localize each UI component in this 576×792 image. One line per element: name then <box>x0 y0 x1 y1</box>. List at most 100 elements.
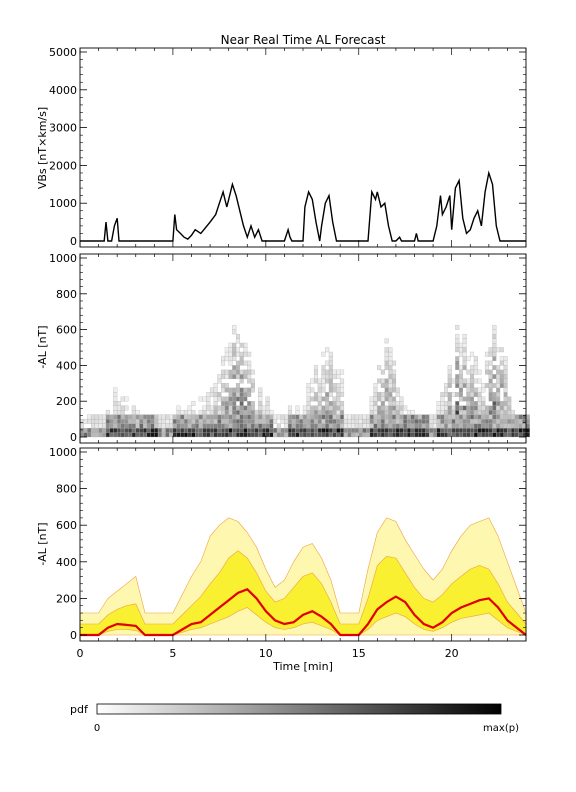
pdf-cell <box>235 418 240 424</box>
pdf-cell <box>525 418 530 424</box>
pdf-cell <box>432 414 437 420</box>
pdf-cell <box>447 418 452 424</box>
pdf-cell <box>191 401 196 406</box>
pdf-cell <box>492 351 497 357</box>
pdf-cell <box>247 378 252 384</box>
pdf-cell <box>447 432 452 438</box>
x-tick-label: 15 <box>352 647 366 660</box>
pdf-cell <box>180 427 185 433</box>
pdf-cell <box>340 392 345 397</box>
pdf-cell <box>514 432 519 438</box>
pdf-cell <box>254 423 259 429</box>
pdf-cell <box>139 432 144 438</box>
pdf-cell <box>232 387 237 393</box>
pdf-cell <box>458 405 463 411</box>
pdf-cell <box>466 432 471 438</box>
pdf-cell <box>369 396 374 402</box>
pdf-cell <box>373 392 378 397</box>
pdf-cell <box>410 414 415 420</box>
pdf-cell <box>213 409 218 415</box>
pdf-cell <box>235 374 240 380</box>
pdf-cell <box>124 418 129 424</box>
pdf-cell <box>444 414 449 420</box>
pdf-cell <box>228 401 233 406</box>
pdf-cell <box>317 405 322 411</box>
pdf-cell <box>503 414 508 420</box>
pdf-cell <box>124 432 129 438</box>
pdf-cell <box>206 409 211 415</box>
pdf-cell <box>458 378 463 384</box>
pdf-cell <box>492 333 497 339</box>
pdf-cell <box>347 427 352 433</box>
pdf-cell <box>198 409 203 415</box>
pdf-cell <box>228 392 233 397</box>
pdf-cell <box>261 423 266 429</box>
pdf-cell <box>131 409 136 415</box>
pdf-cell <box>202 432 207 438</box>
pdf-cell <box>488 378 493 384</box>
pdf-cell <box>291 423 296 429</box>
pdf-cell <box>481 383 486 388</box>
pdf-cell <box>492 427 497 433</box>
pdf-cell <box>473 418 478 424</box>
pdf-cell <box>496 401 501 406</box>
pdf-cell <box>470 383 475 388</box>
pdf-cell <box>102 432 107 438</box>
pdf-cell <box>105 414 110 420</box>
y-tick-label: 4000 <box>49 84 77 97</box>
pdf-cell <box>373 427 378 433</box>
pdf-cell <box>377 405 382 411</box>
pdf-cell <box>325 369 330 375</box>
pdf-cell <box>373 396 378 402</box>
pdf-cell <box>477 392 482 397</box>
pdf-cell <box>488 347 493 353</box>
pdf-cell <box>470 414 475 420</box>
pdf-cell <box>131 414 136 420</box>
pdf-cell <box>388 378 393 384</box>
pdf-cell <box>317 409 322 415</box>
pdf-cell <box>340 378 345 384</box>
pdf-cell <box>436 414 441 420</box>
pdf-cell <box>321 427 326 433</box>
pdf-cell <box>388 369 393 375</box>
pdf-cell <box>146 423 151 429</box>
pdf-cell <box>507 409 512 415</box>
pdf-cell <box>473 432 478 438</box>
pdf-cell <box>306 414 311 420</box>
pdf-cell <box>499 405 504 411</box>
pdf-cell <box>291 414 296 420</box>
pdf-cell <box>451 418 456 424</box>
pdf-cell <box>458 427 463 433</box>
pdf-cell <box>325 347 330 353</box>
pdf-cell <box>239 392 244 397</box>
pdf-cell <box>321 365 326 371</box>
pdf-cell <box>332 383 337 388</box>
pdf-cell <box>510 423 515 429</box>
pdf-cell <box>273 418 278 424</box>
pdf-cell <box>247 360 252 366</box>
pdf-cell <box>462 414 467 420</box>
pdf-cell <box>462 351 467 357</box>
pdf-cell <box>224 351 229 357</box>
pdf-cell <box>332 405 337 411</box>
pdf-cell <box>336 369 341 375</box>
x-tick-label: 10 <box>259 647 273 660</box>
pdf-cell <box>351 418 356 424</box>
pdf-cell <box>269 418 274 424</box>
pdf-cell <box>510 409 515 415</box>
pdf-cell <box>444 387 449 393</box>
pdf-cell <box>488 396 493 402</box>
pdf-cell <box>466 378 471 384</box>
pdf-cell <box>250 378 255 384</box>
pdf-cell <box>310 418 315 424</box>
pdf-cell <box>458 369 463 375</box>
pdf-cell <box>224 432 229 438</box>
pdf-cell <box>280 432 285 438</box>
pdf-cell <box>150 427 155 433</box>
pdf-cell <box>484 427 489 433</box>
pdf-cell <box>221 374 226 380</box>
pdf-cell <box>328 432 333 438</box>
pdf-cell <box>377 423 382 429</box>
pdf-cell <box>418 418 423 424</box>
pdf-cell <box>418 423 423 429</box>
